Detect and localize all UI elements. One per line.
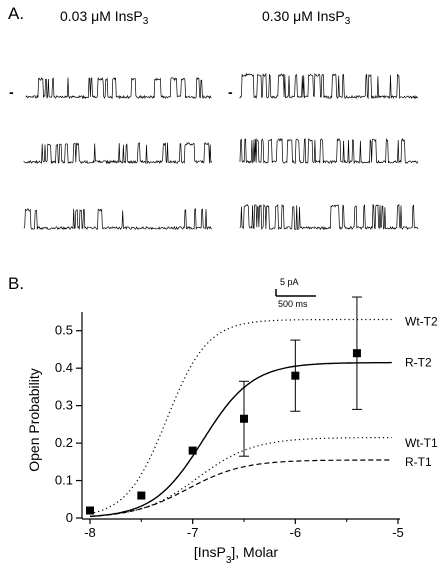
x-axis-title-tail: ], Molar <box>231 544 278 560</box>
y-tick-label-0: 0 <box>66 510 73 525</box>
right-trace-3 <box>239 203 419 231</box>
data-point-2 <box>188 446 197 455</box>
data-points <box>86 296 362 515</box>
scale-time-label: 500 ms <box>278 299 308 309</box>
scale-current-label: 5 pA <box>280 277 299 287</box>
right-trace-2 <box>239 137 419 165</box>
right-closed-marker: - <box>228 84 233 100</box>
y-tick-label-1: 0.1 <box>55 473 73 488</box>
series-label-r-t2: R-T2 <box>405 356 432 370</box>
dose-response-chart: -8 -7 -6 -5 0 0.1 0.2 0.3 0.4 0.5 Wt-T2 R-T2 Wt-T1 R… <box>55 296 438 540</box>
y-tick-label-3: 0.3 <box>55 398 73 413</box>
left-trace-2 <box>23 142 212 165</box>
left-trace-3 <box>23 208 212 231</box>
channel-recordings <box>23 72 419 231</box>
x-tick-label-3: -5 <box>392 525 404 540</box>
left-condition-unit: μM InsP <box>91 8 143 24</box>
axis-ticks: -8 -7 -6 -5 0 0.1 0.2 0.3 0.4 0.5 <box>55 323 404 540</box>
x-axis-title: [InsP3], Molar <box>194 544 278 566</box>
right-condition-unit: μM InsP <box>293 8 345 24</box>
series-label-r-t1: R-T1 <box>405 455 432 469</box>
panel-a-label: A. <box>8 4 25 23</box>
x-tick-label-2: -6 <box>290 525 302 540</box>
y-axis-title: Open Probability <box>26 368 42 472</box>
left-condition-label: 0.03 μM InsP3 <box>60 8 148 27</box>
right-condition-sub: 3 <box>344 16 351 27</box>
fit-curves <box>89 318 392 518</box>
x-axis-title-main: [InsP <box>194 544 226 560</box>
curve-r-t2 <box>89 361 392 518</box>
left-condition-sub: 3 <box>142 16 149 27</box>
data-point-5 <box>352 349 361 358</box>
left-trace-1 <box>25 76 212 100</box>
series-label-wt-t2: Wt-T2 <box>405 314 438 328</box>
data-point-3 <box>240 414 248 423</box>
right-condition-prefix: 0.30 <box>262 8 294 24</box>
right-trace-1 <box>239 72 419 100</box>
x-tick-label-1: -7 <box>187 525 199 540</box>
y-tick-label-5: 0.5 <box>55 323 73 338</box>
series-labels: Wt-T2 R-T2 Wt-T1 R-T1 <box>405 314 438 468</box>
right-condition-label: 0.30 μM InsP3 <box>262 8 350 27</box>
y-tick-label-4: 0.4 <box>55 360 73 375</box>
data-point-0 <box>86 506 94 515</box>
left-closed-marker: - <box>9 84 14 100</box>
left-condition-prefix: 0.03 <box>60 8 92 24</box>
x-tick-label-0: -8 <box>84 525 96 540</box>
data-point-1 <box>137 491 146 500</box>
curve-r-t1 <box>89 459 392 517</box>
series-label-wt-t1: Wt-T1 <box>405 436 438 450</box>
scale-bar: 5 pA 500 ms <box>275 277 316 309</box>
y-tick-label-2: 0.2 <box>55 435 73 450</box>
panel-b-label: B. <box>8 274 25 293</box>
data-point-4 <box>291 371 300 380</box>
x-axis-title-sub: 3 <box>226 555 232 566</box>
curve-wt-t1 <box>89 436 392 517</box>
